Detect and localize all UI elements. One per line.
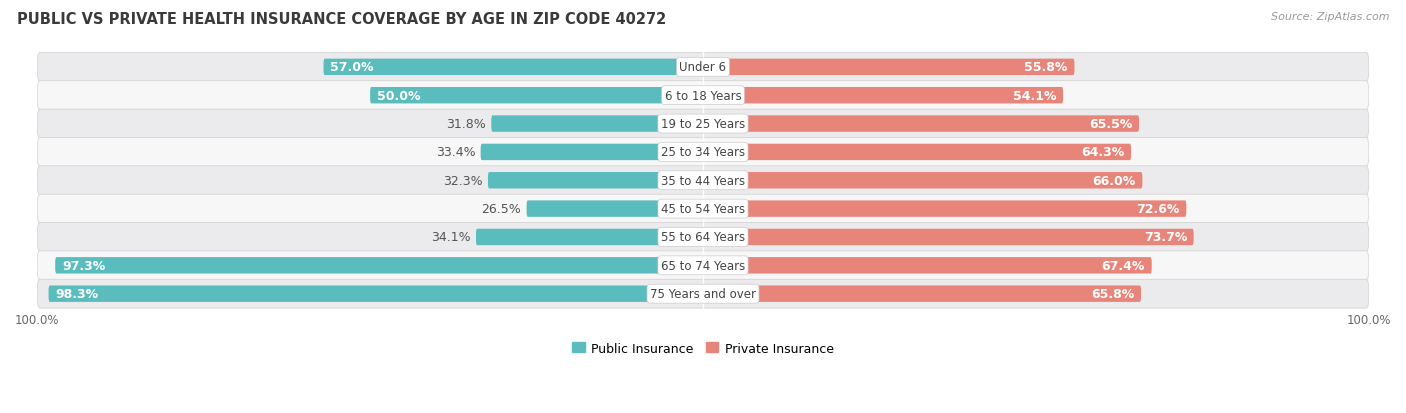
FancyBboxPatch shape <box>477 229 703 246</box>
Text: Source: ZipAtlas.com: Source: ZipAtlas.com <box>1271 12 1389 22</box>
Text: 65 to 74 Years: 65 to 74 Years <box>661 259 745 272</box>
FancyBboxPatch shape <box>703 173 1143 189</box>
Text: 50.0%: 50.0% <box>377 90 420 102</box>
Text: 72.6%: 72.6% <box>1136 203 1180 216</box>
Text: 65.8%: 65.8% <box>1091 287 1135 300</box>
FancyBboxPatch shape <box>37 280 1369 309</box>
FancyBboxPatch shape <box>49 286 703 302</box>
FancyBboxPatch shape <box>55 257 703 274</box>
FancyBboxPatch shape <box>703 144 1130 161</box>
FancyBboxPatch shape <box>37 166 1369 195</box>
Text: 45 to 54 Years: 45 to 54 Years <box>661 203 745 216</box>
Text: 98.3%: 98.3% <box>55 287 98 300</box>
Text: 25 to 34 Years: 25 to 34 Years <box>661 146 745 159</box>
FancyBboxPatch shape <box>527 201 703 217</box>
Text: 31.8%: 31.8% <box>446 118 486 131</box>
Text: 35 to 44 Years: 35 to 44 Years <box>661 174 745 188</box>
FancyBboxPatch shape <box>703 201 1187 217</box>
FancyBboxPatch shape <box>37 53 1369 82</box>
Text: 32.3%: 32.3% <box>443 174 482 188</box>
FancyBboxPatch shape <box>37 223 1369 252</box>
FancyBboxPatch shape <box>703 88 1063 104</box>
Text: 67.4%: 67.4% <box>1102 259 1144 272</box>
Text: 19 to 25 Years: 19 to 25 Years <box>661 118 745 131</box>
FancyBboxPatch shape <box>703 286 1142 302</box>
Text: 75 Years and over: 75 Years and over <box>650 287 756 300</box>
Text: 26.5%: 26.5% <box>481 203 522 216</box>
Text: PUBLIC VS PRIVATE HEALTH INSURANCE COVERAGE BY AGE IN ZIP CODE 40272: PUBLIC VS PRIVATE HEALTH INSURANCE COVER… <box>17 12 666 27</box>
Text: 33.4%: 33.4% <box>436 146 475 159</box>
FancyBboxPatch shape <box>491 116 703 133</box>
FancyBboxPatch shape <box>488 173 703 189</box>
FancyBboxPatch shape <box>481 144 703 161</box>
FancyBboxPatch shape <box>703 257 1152 274</box>
FancyBboxPatch shape <box>703 229 1194 246</box>
Text: 6 to 18 Years: 6 to 18 Years <box>665 90 741 102</box>
Text: 73.7%: 73.7% <box>1143 231 1187 244</box>
Text: 97.3%: 97.3% <box>62 259 105 272</box>
Text: 65.5%: 65.5% <box>1090 118 1132 131</box>
FancyBboxPatch shape <box>37 138 1369 167</box>
Text: 54.1%: 54.1% <box>1012 90 1056 102</box>
Legend: Public Insurance, Private Insurance: Public Insurance, Private Insurance <box>567 337 839 360</box>
FancyBboxPatch shape <box>37 81 1369 110</box>
FancyBboxPatch shape <box>703 59 1074 76</box>
Text: 57.0%: 57.0% <box>330 61 374 74</box>
FancyBboxPatch shape <box>37 251 1369 280</box>
Text: 55 to 64 Years: 55 to 64 Years <box>661 231 745 244</box>
Text: 34.1%: 34.1% <box>432 231 471 244</box>
Text: 66.0%: 66.0% <box>1092 174 1136 188</box>
Text: Under 6: Under 6 <box>679 61 727 74</box>
FancyBboxPatch shape <box>703 116 1139 133</box>
Text: 64.3%: 64.3% <box>1081 146 1125 159</box>
Text: 55.8%: 55.8% <box>1025 61 1067 74</box>
FancyBboxPatch shape <box>37 195 1369 223</box>
FancyBboxPatch shape <box>37 110 1369 139</box>
FancyBboxPatch shape <box>323 59 703 76</box>
FancyBboxPatch shape <box>370 88 703 104</box>
